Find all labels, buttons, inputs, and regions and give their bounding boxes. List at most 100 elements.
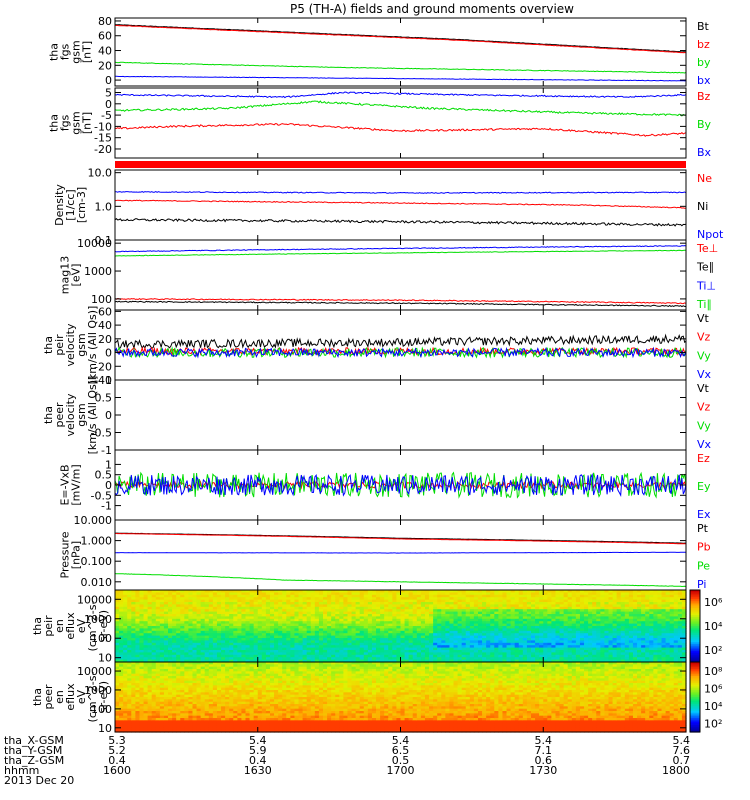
heatmap-cell <box>241 628 247 632</box>
heatmap-cell <box>392 633 398 637</box>
heatmap-cell <box>429 606 434 610</box>
heatmap-cell <box>465 599 471 603</box>
heatmap-cell <box>347 609 353 613</box>
legend-bz: Bz <box>697 90 711 103</box>
heatmap-cell <box>539 626 544 629</box>
heatmap-cell <box>282 626 287 629</box>
heatmap-cell <box>294 635 300 639</box>
heatmap-cell <box>306 602 312 605</box>
heatmap-cell <box>571 630 577 634</box>
heatmap-cell <box>314 590 320 593</box>
heatmap-cell <box>632 654 638 658</box>
heatmap-cell <box>551 659 557 663</box>
heatmap-cell <box>355 599 361 603</box>
colorbar-step <box>690 636 700 640</box>
heatmap-cell <box>518 645 524 649</box>
heatmap-cell <box>155 647 161 651</box>
heatmap-cell <box>441 611 446 615</box>
colorbar-step <box>690 599 700 602</box>
heatmap-cell <box>253 633 259 637</box>
heatmap-cell <box>429 609 434 613</box>
heatmap-cell <box>420 659 426 663</box>
y-axis-label-line: mag13 <box>59 256 72 294</box>
heatmap-cell <box>388 654 393 658</box>
heatmap-cell <box>163 680 169 684</box>
heatmap-cell <box>159 640 165 644</box>
heatmap-cell <box>163 662 169 665</box>
heatmap-cell <box>424 623 430 627</box>
heatmap-cell <box>555 599 561 603</box>
heatmap-cell <box>363 611 369 615</box>
heatmap-cell <box>433 640 438 644</box>
heatmap-cell <box>249 597 255 601</box>
heatmap-cell <box>453 647 459 651</box>
heatmap-cell <box>168 642 173 646</box>
heatmap-cell <box>616 609 622 613</box>
heatmap-cell <box>437 611 442 615</box>
heatmap-cell <box>212 590 218 593</box>
heatmap-cell <box>510 659 516 663</box>
heatmap-cell <box>392 640 398 644</box>
heatmap-cell <box>339 626 344 629</box>
heatmap-cell <box>135 713 141 717</box>
heatmap-cell <box>347 657 353 661</box>
heatmap-cell <box>551 647 557 651</box>
heatmap-cell <box>420 638 426 641</box>
heatmap-cell <box>400 642 406 646</box>
heatmap-cell <box>563 630 569 634</box>
heatmap-cell <box>604 638 610 641</box>
heatmap-cell <box>441 645 446 649</box>
heatmap-cell <box>510 647 516 651</box>
heatmap-cell <box>600 647 606 651</box>
heatmap-cell <box>433 618 438 622</box>
heatmap-cell <box>649 635 654 639</box>
heatmap-cell <box>143 642 149 646</box>
heatmap-cell <box>551 626 557 629</box>
heatmap-cell <box>498 614 504 617</box>
heatmap-cell <box>221 628 226 632</box>
heatmap-cell <box>261 621 267 625</box>
heatmap-cell <box>457 606 463 610</box>
heatmap-cell <box>637 659 642 663</box>
heatmap-cell <box>155 654 161 658</box>
heatmap-cell <box>420 626 426 629</box>
heatmap-cell <box>457 597 463 601</box>
heatmap-cell <box>151 701 157 705</box>
heatmap-cell <box>314 638 320 641</box>
heatmap-cell <box>677 611 683 615</box>
heatmap-cell <box>584 647 589 651</box>
colorbar-step <box>690 651 700 654</box>
heatmap-cell <box>351 657 357 661</box>
heatmap-cell <box>514 647 520 651</box>
heatmap-cell <box>339 599 344 603</box>
y-axis-label-line: gsm <box>70 111 83 134</box>
heatmap-cell <box>367 599 373 603</box>
heatmap-cell <box>131 683 136 686</box>
heatmap-cell <box>221 606 226 610</box>
heatmap-cell <box>380 597 385 601</box>
heatmap-cell <box>575 599 581 603</box>
heatmap-cell <box>604 654 610 658</box>
heatmap-cell <box>184 657 190 661</box>
heatmap-cell <box>453 635 459 639</box>
heatmap-cell <box>482 638 487 641</box>
heatmap-cell <box>380 592 385 596</box>
heatmap-cell <box>241 594 247 598</box>
heatmap-cell <box>649 614 654 617</box>
heatmap-cell <box>135 699 141 703</box>
heatmap-cell <box>437 592 442 596</box>
heatmap-cell <box>143 690 149 693</box>
heatmap-cell <box>339 642 344 646</box>
heatmap-cell <box>657 642 663 646</box>
heatmap-cell <box>310 635 316 639</box>
heatmap-cell <box>286 635 291 639</box>
heatmap-cell <box>575 642 581 646</box>
heatmap-cell <box>596 599 601 603</box>
heatmap-cell <box>559 638 565 641</box>
heatmap-cell <box>204 618 210 622</box>
heatmap-cell <box>196 626 202 629</box>
heatmap-cell <box>294 640 300 644</box>
heatmap-cell <box>424 642 430 646</box>
heatmap-cell <box>653 626 659 629</box>
heatmap-cell <box>359 609 365 613</box>
